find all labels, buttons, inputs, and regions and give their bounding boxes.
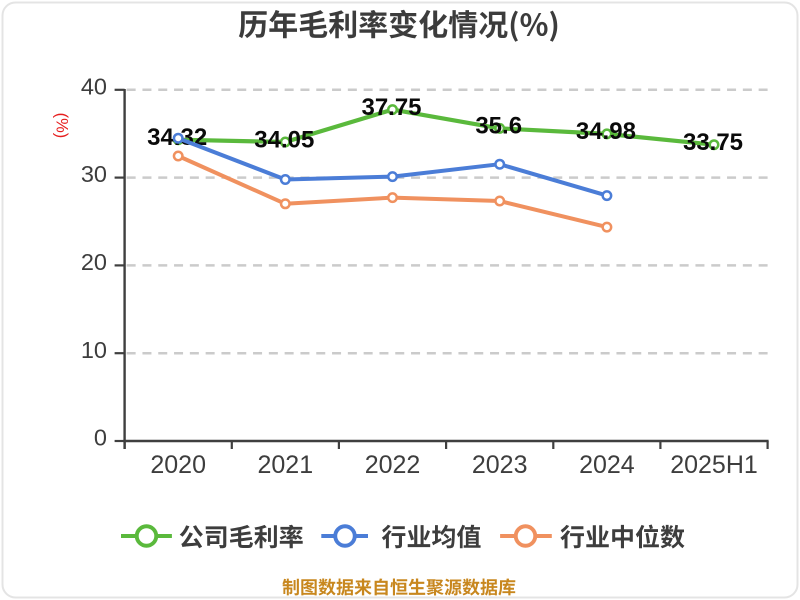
svg-text:35.6: 35.6 xyxy=(475,113,522,140)
svg-text:30: 30 xyxy=(81,161,107,187)
svg-text:0: 0 xyxy=(94,425,107,451)
svg-text:34.05: 34.05 xyxy=(254,126,314,153)
svg-text:20: 20 xyxy=(81,249,107,275)
svg-text:33.75: 33.75 xyxy=(683,129,743,156)
svg-text:2023: 2023 xyxy=(472,451,528,479)
svg-text:2025H1: 2025H1 xyxy=(670,451,758,479)
svg-text:37.75: 37.75 xyxy=(361,94,421,121)
svg-text:40: 40 xyxy=(81,73,107,99)
svg-text:2024: 2024 xyxy=(579,451,635,479)
svg-text:34.98: 34.98 xyxy=(576,118,636,145)
svg-text:2021: 2021 xyxy=(257,451,313,479)
svg-text:2022: 2022 xyxy=(365,451,421,479)
svg-text:(%): (%) xyxy=(53,113,71,139)
svg-text:10: 10 xyxy=(81,337,107,363)
svg-text:2020: 2020 xyxy=(150,451,206,479)
